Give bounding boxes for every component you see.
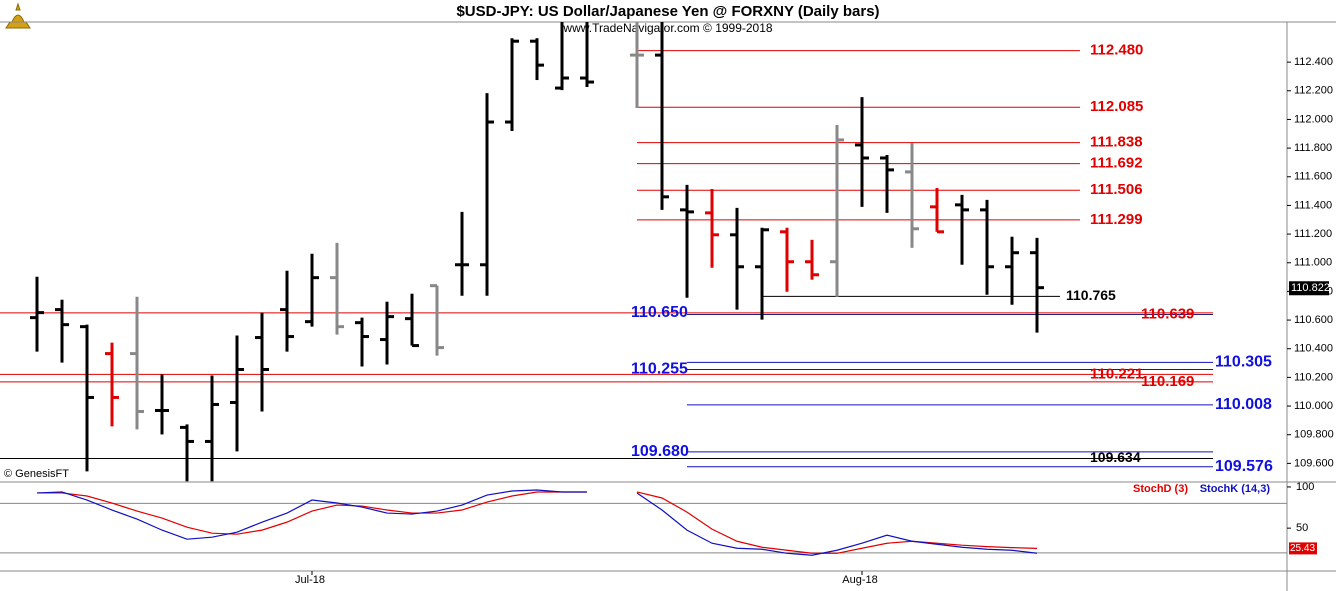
level-label: 110.650 — [631, 304, 688, 321]
legend-entry: StochD (3) — [1133, 483, 1188, 495]
last-price-box — [1289, 281, 1329, 296]
y-tick-label: 100 — [1296, 481, 1314, 493]
level-label: 112.085 — [1090, 98, 1143, 115]
last-value-label: 25.43 — [1290, 543, 1315, 554]
level-label: 110.765 — [1066, 287, 1116, 303]
level-label: 110.305 — [1215, 354, 1272, 371]
y-tick-label: 111.600 — [1294, 171, 1332, 183]
level-label: 109.634 — [1090, 449, 1141, 465]
level-label: 110.008 — [1215, 396, 1272, 413]
level-label: 110.221 — [1090, 365, 1143, 382]
level-label: 112.480 — [1090, 42, 1143, 59]
y-tick-label: 110.200 — [1294, 371, 1333, 383]
last-value-box — [1289, 542, 1317, 555]
stoch-line — [37, 491, 1038, 554]
level-label: 111.299 — [1090, 211, 1143, 228]
x-tick-label: Jul-18 — [295, 574, 325, 586]
y-tick-label: 110.400 — [1294, 343, 1333, 355]
legend-entry: StochK (14,3) — [1200, 483, 1271, 495]
level-label: 109.680 — [631, 443, 689, 460]
y-tick-label: 109.800 — [1294, 429, 1334, 441]
level-label: 111.692 — [1090, 155, 1143, 172]
level-label: 110.255 — [631, 361, 688, 378]
y-tick-label: 112.400 — [1294, 56, 1333, 68]
level-label: 111.506 — [1090, 181, 1143, 198]
y-tick-label: 111.400 — [1294, 199, 1332, 211]
level-label: 110.169 — [1141, 373, 1194, 390]
y-tick-label: 112.200 — [1294, 85, 1333, 97]
level-label: 111.838 — [1090, 134, 1143, 151]
level-label: 110.639 — [1141, 305, 1194, 322]
chart-subtitle: www.TradeNavigator.com © 1999-2018 — [562, 21, 772, 35]
y-tick-label: 109.600 — [1294, 457, 1334, 469]
y-tick-label: 112.000 — [1294, 113, 1333, 125]
y-tick-label: 111.200 — [1294, 228, 1332, 240]
y-tick-label: 111.000 — [1294, 257, 1332, 269]
credit: © GenesisFT — [4, 468, 69, 480]
x-tick-label: Aug-18 — [842, 574, 877, 586]
y-tick-label: 110.600 — [1294, 314, 1333, 326]
stoch-line — [36, 489, 1038, 556]
chart-title: $USD-JPY: US Dollar/Japanese Yen @ FORXN… — [456, 3, 879, 20]
y-tick-label: 110.000 — [1294, 400, 1333, 412]
level-label: 109.576 — [1215, 458, 1273, 475]
y-tick-label: 50 — [1296, 522, 1308, 534]
y-tick-label: 111.800 — [1294, 142, 1332, 154]
last-price-label: 110.822 — [1291, 282, 1330, 294]
